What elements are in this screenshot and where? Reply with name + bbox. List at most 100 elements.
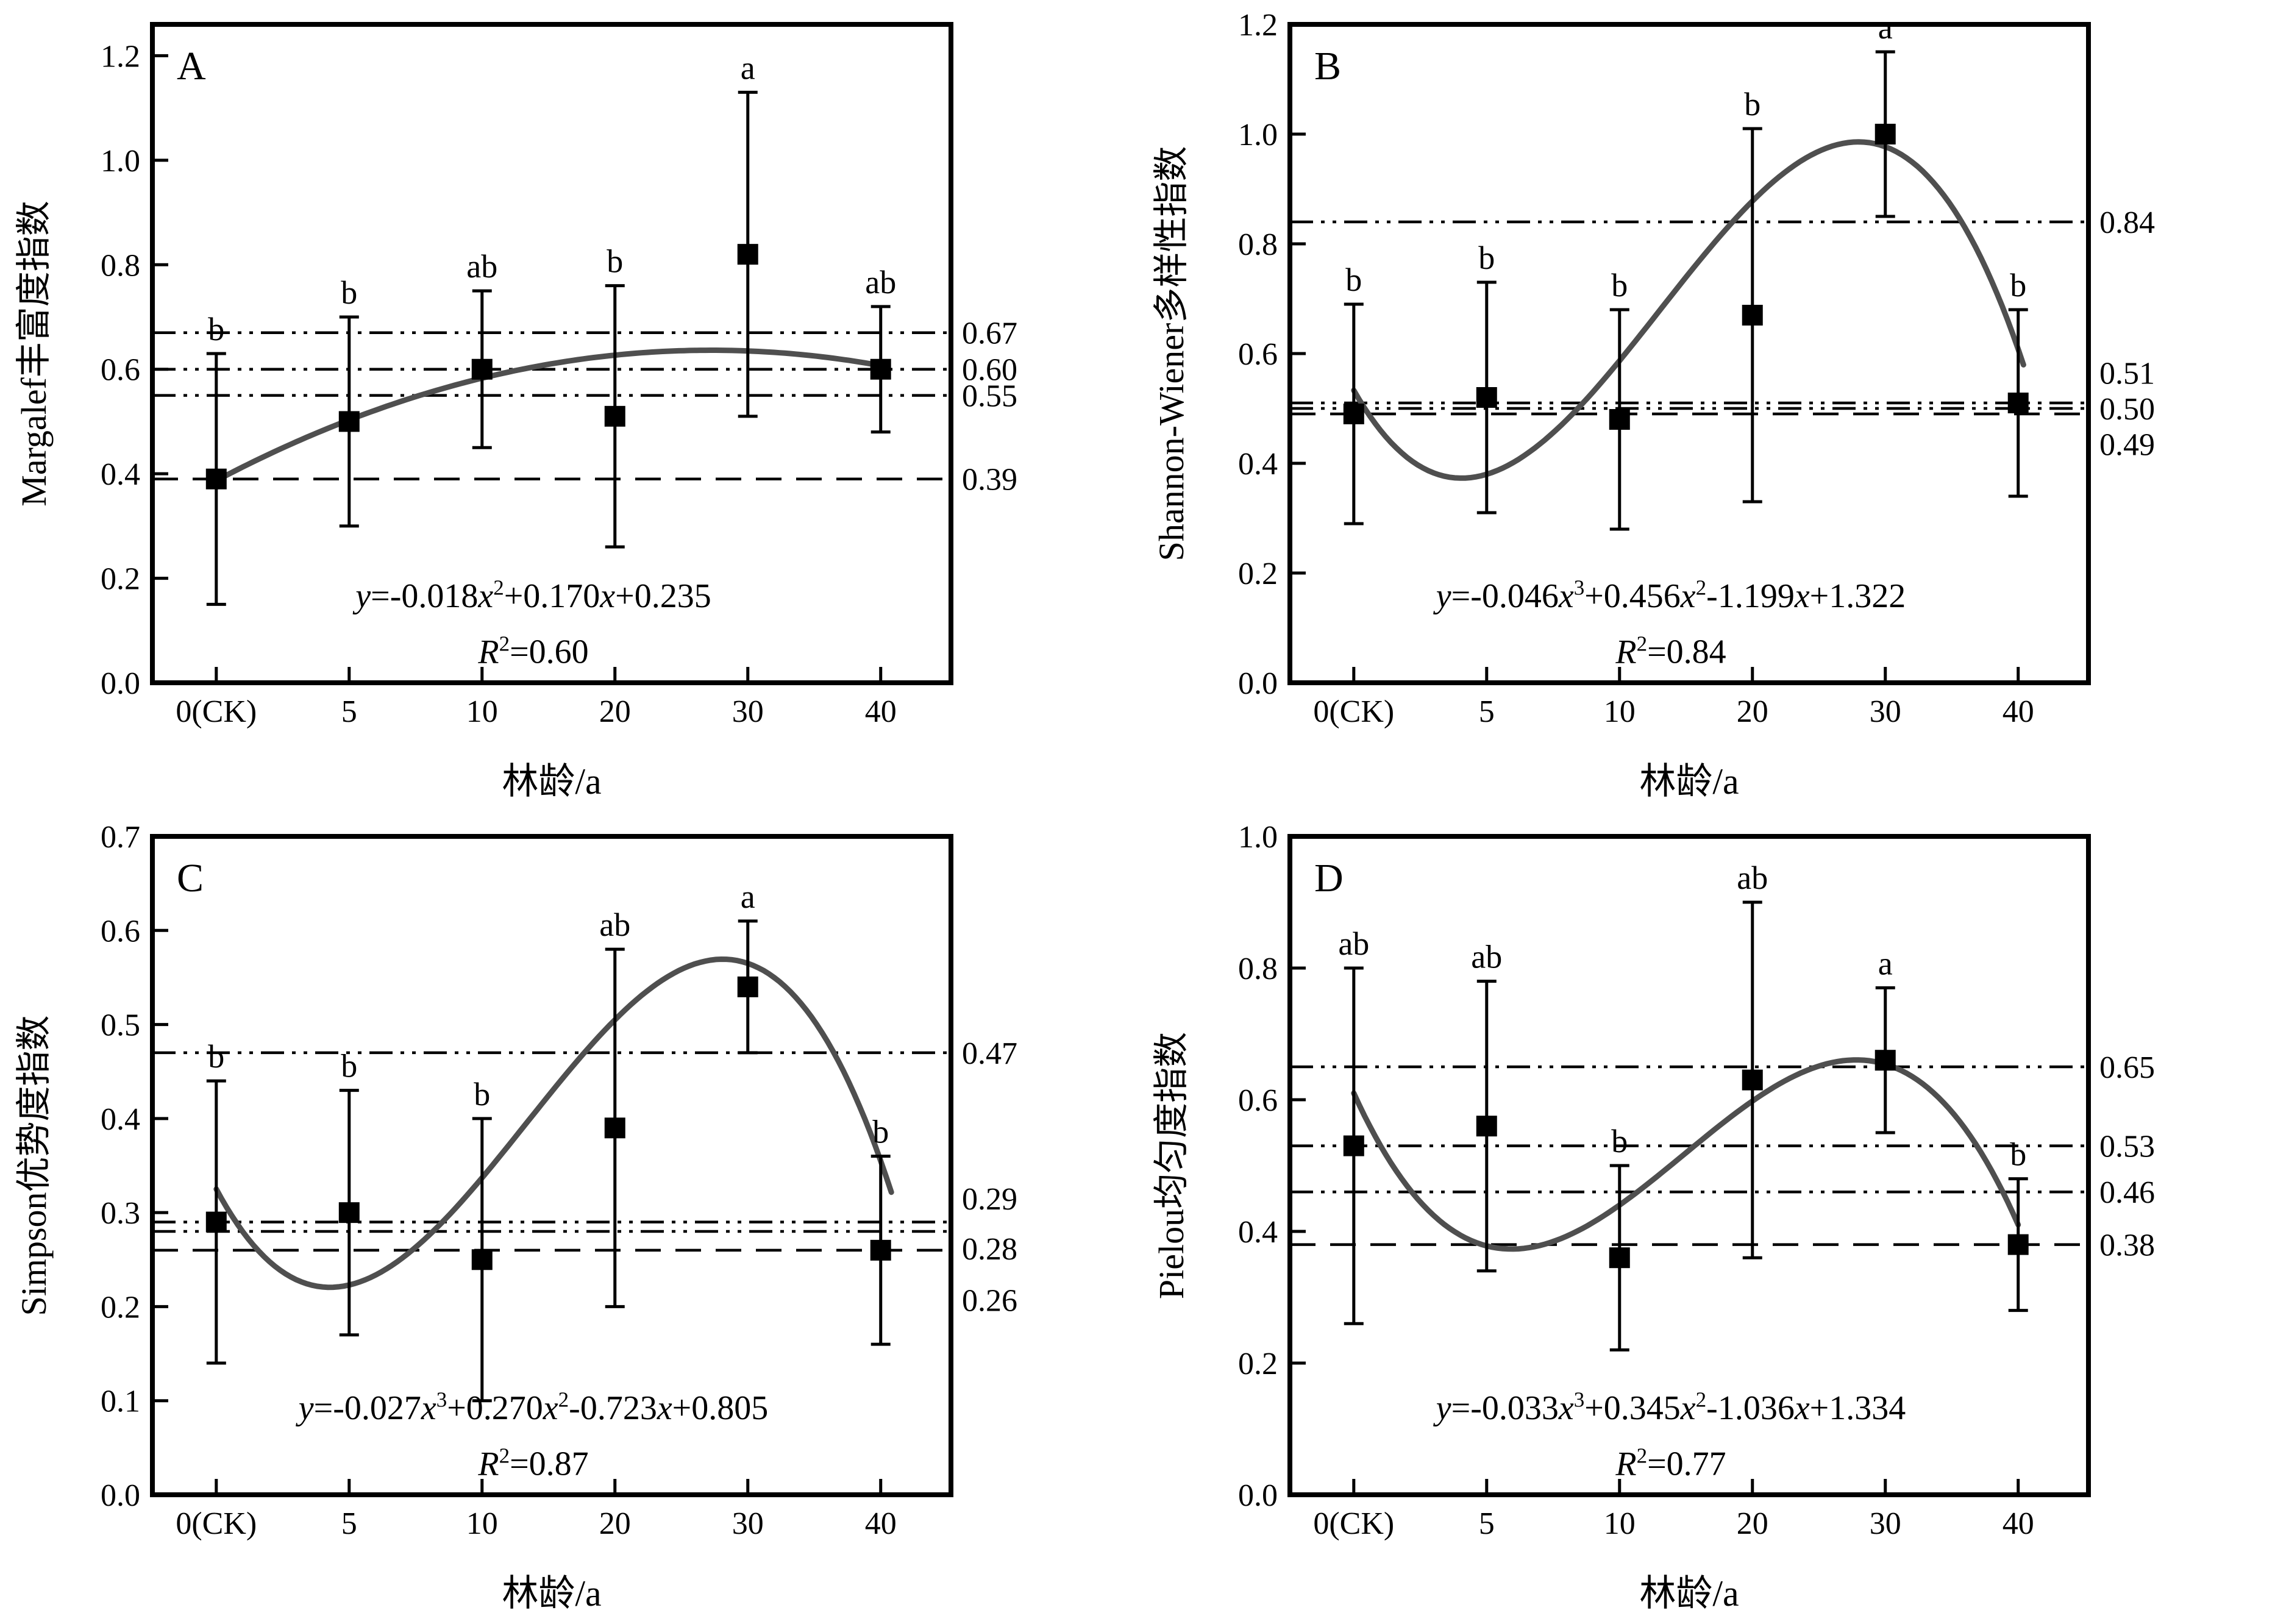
ref-line-value: 0.84: [2099, 205, 2155, 240]
ref-line-value: 0.49: [2099, 428, 2155, 463]
panel-letter: A: [177, 44, 206, 88]
chart-B: b b b b a b 0.0 0.2 0.4 0.6 0.8 1.0 1.2 0(CK) 5 10 20 30 4…: [1152, 8, 2155, 802]
ref-line-value: 0.38: [2099, 1228, 2155, 1263]
data-point-marker: [2007, 1234, 2029, 1255]
x-tick-label: 5: [1479, 1506, 1495, 1541]
x-tick-label: 40: [2003, 1506, 2034, 1541]
y-tick-label: 0.8: [1238, 227, 1278, 262]
data-point-marker: [1874, 124, 1896, 144]
data-point-marker: [1609, 409, 1630, 430]
panel-letter: D: [1314, 856, 1344, 900]
fit-r-squared: R2=0.60: [477, 632, 588, 671]
y-tick-label: 0.6: [101, 914, 140, 949]
ref-line-value: 0.55: [962, 379, 1017, 414]
sig-letter: ab: [466, 248, 497, 285]
ref-line-value: 0.53: [2099, 1130, 2155, 1164]
data-point-marker: [870, 358, 891, 380]
fit-curve: [1351, 1057, 2021, 1252]
x-tick-label: 10: [466, 1506, 498, 1541]
y-tick-label: 0.0: [1238, 666, 1278, 701]
data-point-marker: [1742, 305, 1763, 326]
sig-letter: b: [2010, 267, 2026, 304]
y-tick-label: 0.6: [1238, 1083, 1278, 1118]
plot-frame: [150, 22, 953, 685]
y-tick-label: 0.4: [101, 457, 140, 492]
x-tick-label: 0(CK): [1313, 694, 1394, 729]
x-axis-label: 林龄/a: [502, 1573, 601, 1614]
chart-A: b b ab b a ab 0.0 0.2 0.4 0.6 0.8 1.0 1.2 0(CK) 5 10 20 3…: [14, 22, 1017, 802]
x-tick-label: 10: [1604, 694, 1636, 729]
data-point-marker: [205, 468, 227, 490]
sig-letter: a: [741, 878, 755, 915]
sig-letter: a: [741, 49, 755, 86]
data-point-marker: [737, 976, 758, 997]
y-axis-label: Margalef丰富度指数: [14, 201, 54, 507]
data-point-marker: [471, 358, 493, 380]
sig-letter: b: [474, 1076, 490, 1113]
x-axis-label: 林龄/a: [502, 761, 601, 802]
y-tick-label: 1.2: [1238, 8, 1278, 43]
data-point-marker: [1343, 1135, 1364, 1156]
data-point-marker: [205, 1211, 227, 1233]
sig-letter: b: [607, 243, 623, 280]
sig-letter: b: [1611, 1123, 1628, 1159]
ref-line-value: 0.29: [962, 1182, 1017, 1217]
x-tick-label: 0(CK): [176, 694, 257, 729]
sig-letter: ab: [599, 906, 630, 943]
y-tick-label: 0.6: [101, 353, 140, 388]
panel-C: b b b ab a b 0.0 0.1 0.2 0.3 0.4 0.5 0.6 0.7 0(CK) 5 10 2…: [0, 812, 1138, 1624]
y-tick-label: 0.4: [1238, 1215, 1278, 1250]
y-tick-label: 1.0: [1238, 820, 1278, 855]
sig-letter: a: [1878, 9, 1893, 46]
x-tick-label: 40: [865, 694, 897, 729]
data-point-marker: [1476, 1116, 1497, 1137]
x-tick-label: 5: [341, 694, 357, 729]
x-tick-label: 0(CK): [176, 1506, 257, 1541]
x-tick-label: 40: [2003, 694, 2034, 729]
ref-line-value: 0.46: [2099, 1175, 2155, 1210]
data-point-marker: [1609, 1247, 1630, 1269]
x-axis-label: 林龄/a: [1639, 1573, 1739, 1614]
sig-letter: ab: [1471, 939, 1502, 975]
x-tick-label: 5: [341, 1506, 357, 1541]
x-tick-label: 20: [599, 1506, 631, 1541]
x-tick-label: 30: [732, 694, 764, 729]
y-tick-label: 1.2: [101, 39, 140, 74]
ref-line-value: 0.26: [962, 1284, 1017, 1319]
sig-letter: b: [1611, 267, 1628, 304]
data-point-marker: [338, 1202, 360, 1223]
y-tick-label: 0.0: [1238, 1478, 1278, 1513]
panel-letter: C: [177, 856, 204, 900]
y-tick-label: 0.4: [1238, 447, 1278, 482]
data-point-marker: [2007, 393, 2029, 413]
sig-letter: b: [341, 274, 357, 311]
sig-letter: ab: [1737, 860, 1768, 896]
panel-A: b b ab b a ab 0.0 0.2 0.4 0.6 0.8 1.0 1.2 0(CK) 5 10 20 3…: [0, 0, 1138, 812]
y-tick-label: 0.2: [101, 1290, 140, 1325]
y-tick-label: 0.1: [101, 1384, 140, 1419]
y-tick-label: 0.2: [1238, 557, 1278, 591]
ref-line-value: 0.67: [962, 316, 1017, 351]
fit-r-squared: R2=0.87: [477, 1444, 588, 1483]
fit-curve: [213, 956, 894, 1291]
y-tick-label: 0.5: [101, 1008, 140, 1043]
data-point-marker: [1343, 404, 1364, 424]
y-axis-label: Simpson优势度指数: [14, 1015, 54, 1316]
fit-r-squared: R2=0.84: [1615, 632, 1726, 671]
fit-r-squared: R2=0.77: [1615, 1444, 1726, 1483]
x-tick-label: 10: [1604, 1506, 1636, 1541]
y-tick-label: 0.8: [101, 248, 140, 283]
y-tick-label: 0.2: [1238, 1347, 1278, 1381]
fit-curve: [213, 347, 884, 483]
sig-letter: b: [872, 1114, 889, 1150]
panel-D: ab ab b ab a b 0.0 0.2 0.4 0.6 0.8 1.0 0(CK) 5 10 20 30 4…: [1138, 812, 2275, 1624]
panel-B: b b b b a b 0.0 0.2 0.4 0.6 0.8 1.0 1.2 0(CK) 5 10 20 30 4…: [1138, 0, 2275, 812]
ref-line-value: 0.51: [2099, 357, 2155, 391]
x-tick-label: 20: [1737, 694, 1768, 729]
data-point-marker: [737, 244, 758, 265]
y-tick-label: 0.8: [1238, 952, 1278, 986]
x-tick-label: 0(CK): [1313, 1506, 1394, 1541]
